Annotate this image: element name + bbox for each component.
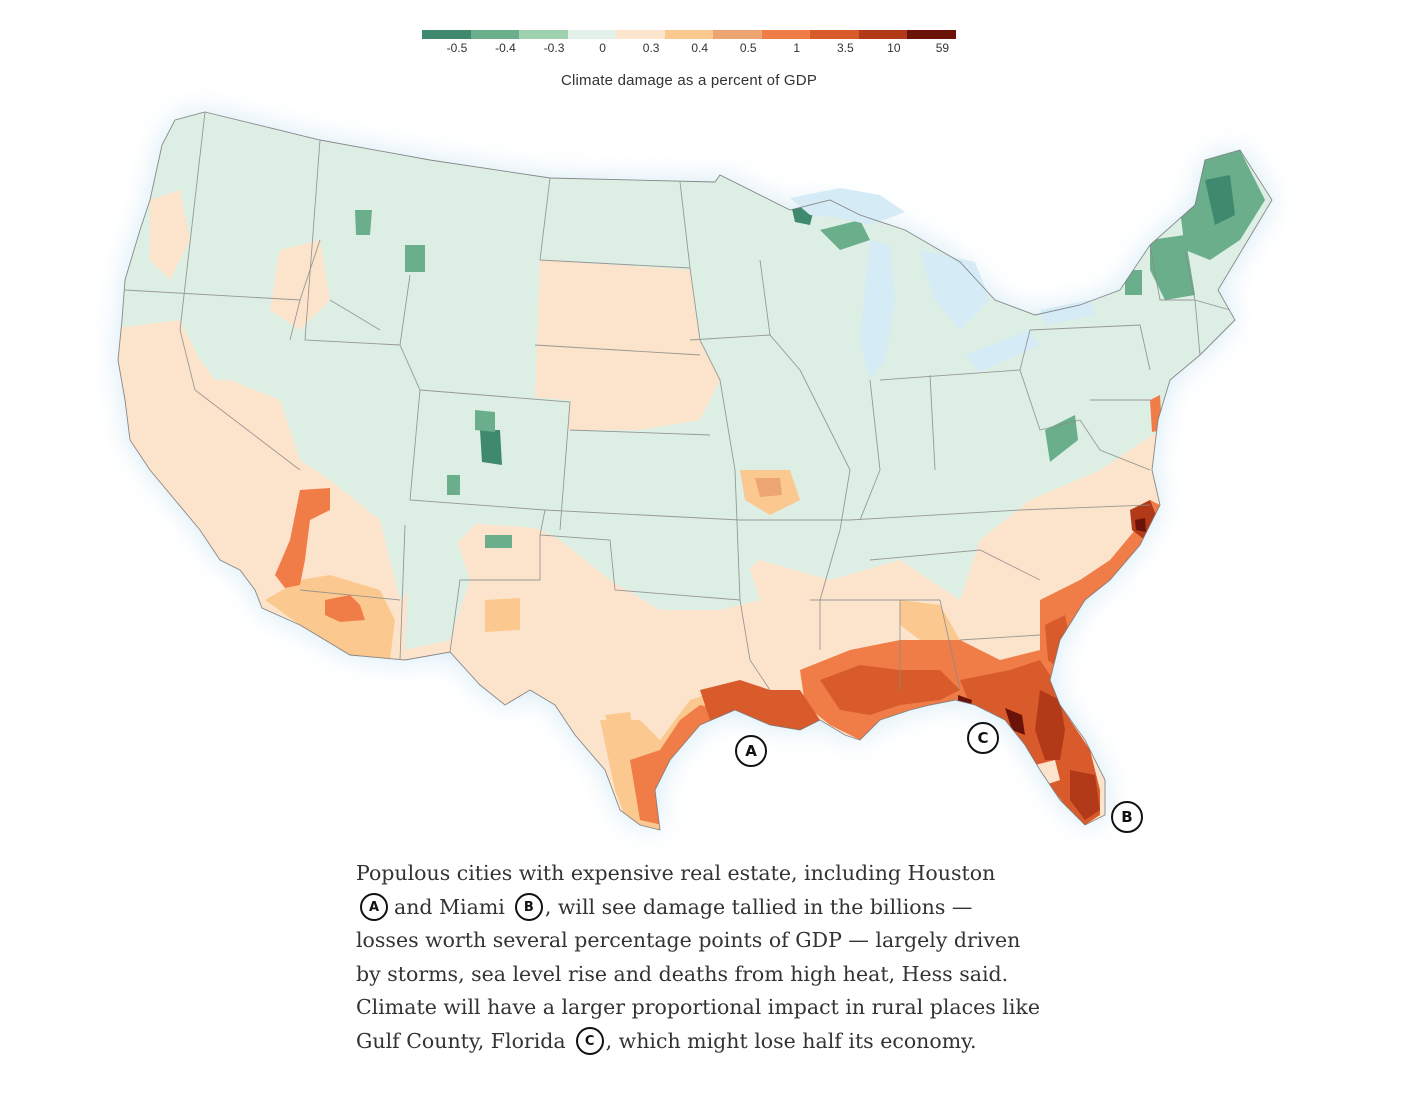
legend-tick-label: 0.3 xyxy=(642,41,660,55)
legend-tick-label: -0.4 xyxy=(495,41,516,55)
legend-tick-label: 0.4 xyxy=(691,41,709,55)
region-upper-michigan xyxy=(820,220,870,250)
region-gulf-dark xyxy=(820,665,960,715)
legend-swatch xyxy=(761,30,811,39)
legend-tick-label: 3.5 xyxy=(836,41,854,55)
region-nm-green xyxy=(485,535,512,548)
legend-tick-label: 0 xyxy=(599,41,606,55)
region-arizona-west xyxy=(275,488,330,588)
region-arizona-maricopa xyxy=(325,595,365,622)
legend-tick-label: 1 xyxy=(793,41,801,55)
region-montana-patch xyxy=(355,210,372,235)
legend-swatch xyxy=(616,30,665,39)
inline-marker-miami: B xyxy=(514,893,543,922)
legend-swatch xyxy=(858,30,908,39)
lake-huron xyxy=(920,250,990,330)
region-nm-patch xyxy=(485,598,520,632)
region-colorado-dark xyxy=(480,430,502,465)
legend-swatch xyxy=(422,30,471,39)
legend-swatch xyxy=(810,30,859,39)
lake-erie xyxy=(965,330,1040,372)
region-colorado-green xyxy=(475,410,495,432)
caption-line-6: Gulf County, Florida C , which might los… xyxy=(356,1025,1036,1059)
legend-swatch xyxy=(664,30,714,39)
legend-swatch xyxy=(713,30,762,39)
legend-swatch xyxy=(519,30,568,39)
region-pnw-patch xyxy=(150,190,190,280)
legend-swatch xyxy=(907,30,957,39)
color-legend: -0.5 -0.4 -0.3 0 0.3 0.4 0.5 1 3.5 10 59 Climate d… xyxy=(422,30,957,89)
region-kansas-city xyxy=(755,478,782,497)
region-oklahoma xyxy=(610,530,760,610)
great-lakes xyxy=(790,188,1095,380)
legend-swatch xyxy=(567,30,617,39)
marker-houston: A xyxy=(735,735,767,767)
marker-gulf-county: C xyxy=(967,722,999,754)
inline-marker-houston: A xyxy=(360,893,388,922)
legend-swatch xyxy=(470,30,520,39)
caption-line-4: by storms, sea level rise and deaths fro… xyxy=(356,961,1009,986)
region-california xyxy=(118,320,300,620)
region-alabama-patch xyxy=(900,600,960,640)
legend-tick-label: 59 xyxy=(935,41,950,55)
region-idaho-patch xyxy=(270,240,330,330)
region-miami xyxy=(1070,770,1100,820)
region-new-york-patch xyxy=(1125,270,1142,295)
region-idaho-green xyxy=(405,245,425,272)
legend-color-bar xyxy=(422,30,957,39)
marker-miami: B xyxy=(1111,801,1143,833)
region-new-mexico xyxy=(405,520,470,650)
region-florida-inner xyxy=(1035,690,1065,760)
lake-superior xyxy=(790,188,905,225)
legend-tick-label: 0.5 xyxy=(739,41,757,55)
us-county-map xyxy=(117,111,1273,831)
region-plains xyxy=(535,260,720,430)
lake-michigan xyxy=(860,240,895,380)
inline-marker-gulf-county: C xyxy=(575,1027,604,1056)
caption-line-2: A and Miami B , will see damage tallied … xyxy=(356,891,1036,925)
legend-title: Climate damage as a percent of GDP xyxy=(560,72,818,89)
caption-line-3: losses worth several percentage points o… xyxy=(356,928,1021,952)
region-texas-inland xyxy=(605,712,635,745)
region-outer-banks-dark xyxy=(1135,518,1146,532)
region-florida xyxy=(960,660,1100,825)
state-borders xyxy=(117,111,1273,831)
region-maine-dark xyxy=(1205,175,1235,225)
caption-line-1: Populous cities with expensive real esta… xyxy=(356,861,996,885)
lake-ontario xyxy=(1040,300,1095,325)
legend-tick-label: -0.3 xyxy=(543,41,565,55)
caption-line-5: Climate will have a larger proportional … xyxy=(356,995,1040,1019)
legend-tick-labels: -0.5 -0.4 -0.3 0 0.3 0.4 0.5 1 3.5 10 59 xyxy=(422,41,956,59)
legend-tick-label: -0.5 xyxy=(446,41,468,55)
caption-paragraph: Populous cities with expensive real esta… xyxy=(356,857,1040,1059)
region-vermont xyxy=(1150,235,1195,300)
region-florida-center xyxy=(1035,760,1060,785)
region-utah-green xyxy=(447,475,460,495)
region-big-bend xyxy=(1005,708,1025,735)
legend-tick-label: 10 xyxy=(887,41,901,55)
